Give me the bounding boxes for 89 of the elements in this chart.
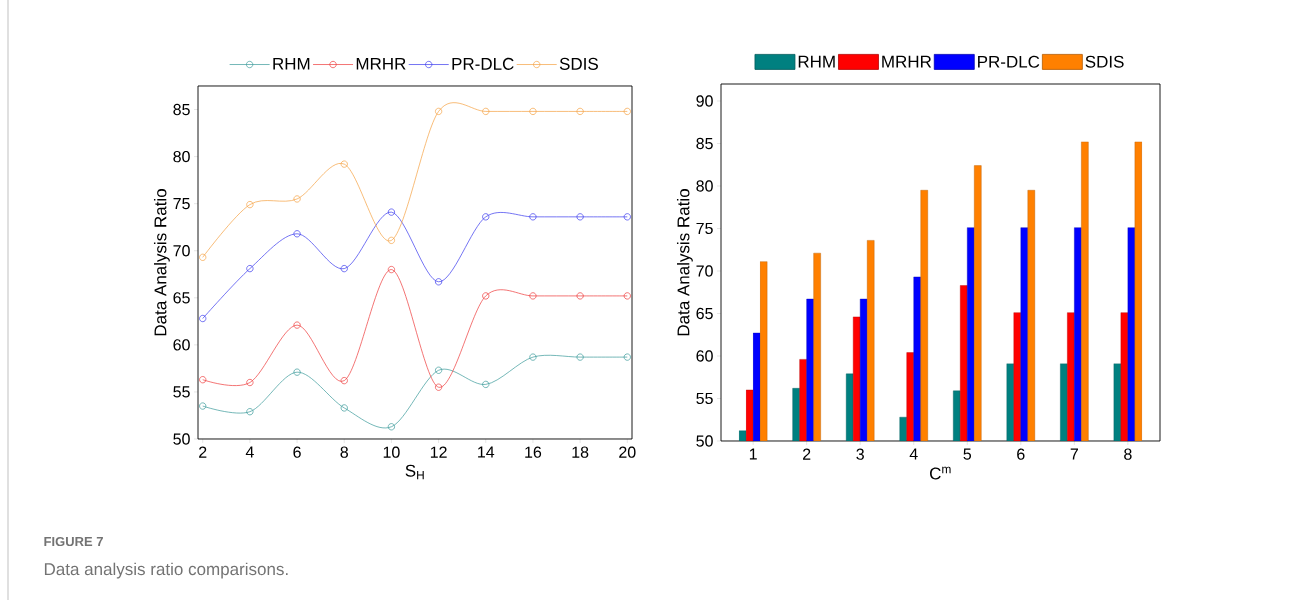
- y-tick-label: 75: [173, 198, 190, 210]
- point: [199, 376, 207, 384]
- y-tick-label: 50: [173, 433, 190, 445]
- x-tick-label: 5: [963, 448, 972, 460]
- x-axis-title: C$^{m}$: [930, 466, 951, 480]
- point: [246, 408, 254, 416]
- point: [246, 265, 254, 273]
- point: [340, 404, 348, 412]
- x-tick-label: 14: [478, 446, 495, 458]
- point: [340, 160, 348, 168]
- x-tick-label: 6: [1017, 448, 1025, 460]
- legend-label: PR-DLC: [452, 57, 514, 70]
- x-axis-title: S$_{H}$: [405, 464, 424, 480]
- x-tick-label: 8: [340, 446, 348, 458]
- x-tick-label: 7: [1070, 448, 1078, 460]
- text: Data analysis ratio comparisons.: [44, 562, 288, 579]
- point: [387, 236, 395, 244]
- point: [293, 321, 301, 329]
- point: [482, 292, 490, 300]
- point: [199, 253, 207, 261]
- x-tick-label: 12: [430, 446, 447, 458]
- legend-label: RHM: [798, 55, 835, 68]
- y-tick-label: 80: [173, 150, 190, 163]
- x-tick-label: 3: [856, 448, 864, 460]
- point: [529, 213, 537, 221]
- x-tick-label: 18: [572, 446, 589, 458]
- y-axis-title: Data Analysis Ratio: [153, 189, 170, 336]
- legend-label: RHM: [273, 57, 310, 70]
- y-tick-label: 85: [173, 103, 190, 116]
- point: [293, 230, 301, 238]
- point: [529, 107, 537, 115]
- point: [576, 107, 584, 115]
- y-axis-title: Data Analysis Ratio: [676, 189, 693, 336]
- point: [482, 107, 490, 115]
- x-tick-label: 8: [1124, 448, 1132, 460]
- point: [387, 208, 395, 216]
- y-tick-label: 65: [696, 307, 713, 320]
- point: [623, 107, 631, 115]
- y-tick-label: 60: [173, 339, 190, 351]
- point: [340, 265, 348, 273]
- x-tick-label: 10: [383, 446, 400, 458]
- point: [576, 353, 584, 361]
- point: [576, 213, 584, 221]
- caption: FIGURE 7: [44, 536, 103, 547]
- x-tick-label: 20: [619, 446, 636, 458]
- point: [435, 383, 443, 391]
- y-tick-label: 60: [696, 350, 713, 362]
- point: [529, 292, 537, 300]
- y-tick-label: 55: [173, 386, 190, 398]
- legend-label: PR-DLC: [978, 55, 1040, 68]
- point: [293, 195, 301, 203]
- point: [387, 266, 395, 274]
- legend-label: SDIS: [559, 57, 598, 70]
- x-tick-label: 4: [909, 448, 918, 460]
- point: [435, 278, 443, 286]
- y-tick-label: 55: [696, 392, 713, 405]
- x-tick-label: 4: [245, 446, 254, 458]
- y-tick-label: 65: [173, 292, 190, 304]
- point: [199, 402, 207, 410]
- x-tick-label: 6: [293, 446, 301, 458]
- y-tick-label: 70: [696, 265, 713, 277]
- point: [623, 213, 631, 221]
- y-tick-label: 70: [173, 245, 190, 257]
- point: [482, 213, 490, 221]
- x-tick-label: 2: [199, 446, 207, 458]
- legend-label: MRHR: [356, 57, 406, 70]
- point: [576, 292, 584, 300]
- y-tick-label: 80: [696, 180, 713, 192]
- point: [340, 377, 348, 385]
- point: [623, 292, 631, 300]
- point: [435, 107, 443, 115]
- point: [435, 366, 443, 374]
- point: [529, 353, 537, 361]
- point: [246, 378, 254, 387]
- legend-label: MRHR: [882, 55, 932, 68]
- legend-label: SDIS: [1085, 55, 1124, 68]
- point: [199, 314, 207, 323]
- point: [293, 368, 301, 376]
- y-tick-label: 85: [696, 137, 713, 150]
- point: [387, 423, 395, 431]
- y-tick-label: 90: [696, 95, 713, 107]
- x-tick-label: 1: [749, 448, 757, 460]
- y-tick-label: 50: [696, 435, 713, 447]
- point: [623, 353, 631, 361]
- x-tick-label: 2: [803, 448, 811, 460]
- point: [482, 380, 490, 388]
- y-tick-label: 75: [696, 222, 713, 235]
- x-tick-label: 16: [525, 446, 542, 458]
- point: [246, 201, 254, 209]
